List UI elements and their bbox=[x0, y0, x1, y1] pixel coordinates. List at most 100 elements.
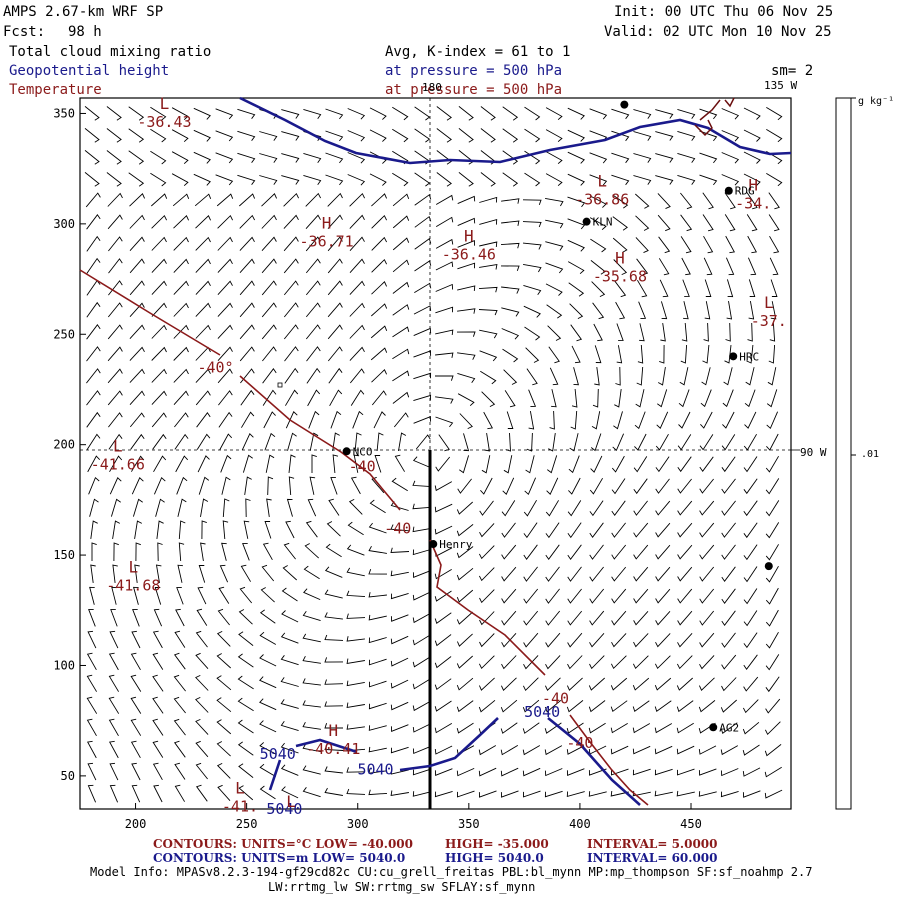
wind-barb bbox=[259, 676, 277, 689]
station-label: RDG bbox=[735, 185, 755, 198]
wind-barb bbox=[522, 199, 542, 206]
wind-barb bbox=[347, 108, 366, 120]
wind-barb bbox=[173, 652, 186, 670]
wind-barb bbox=[765, 631, 779, 649]
wind-barb bbox=[548, 433, 556, 452]
wind-barb bbox=[764, 721, 781, 736]
wind-barb bbox=[636, 258, 649, 276]
wind-barb bbox=[150, 128, 167, 143]
wind-barb bbox=[150, 106, 167, 121]
wind-barb bbox=[346, 767, 366, 773]
wind-barb bbox=[656, 411, 669, 429]
wind-barb bbox=[307, 498, 317, 517]
wind-barb bbox=[654, 790, 673, 797]
wind-barb bbox=[435, 329, 454, 336]
wind-barb bbox=[726, 301, 733, 320]
wind-barb bbox=[721, 434, 736, 451]
wind-barb bbox=[171, 151, 189, 165]
model-info-physics: LW:rrtmg_lw SW:rrtmg_sw SFLAY:sf_mynn bbox=[268, 880, 536, 894]
wind-barb bbox=[435, 216, 454, 227]
wind-barb bbox=[265, 454, 275, 473]
wind-barb bbox=[132, 608, 140, 627]
wind-barb bbox=[152, 630, 163, 649]
wind-barb bbox=[726, 279, 734, 298]
wind-barb bbox=[457, 393, 475, 407]
wind-barb bbox=[567, 500, 582, 517]
wind-barb bbox=[590, 455, 603, 473]
wind-barb bbox=[346, 636, 365, 642]
wind-barb bbox=[216, 653, 232, 669]
wind-barb bbox=[481, 391, 496, 408]
wind-barb bbox=[195, 215, 212, 229]
wind-barb bbox=[547, 325, 562, 341]
wind-barb bbox=[392, 215, 410, 229]
y-tick-label: 300 bbox=[53, 217, 75, 231]
wind-barb bbox=[237, 653, 254, 668]
wind-barb bbox=[611, 455, 625, 473]
wind-barb bbox=[457, 308, 476, 314]
wind-barb bbox=[346, 680, 365, 687]
wind-barb bbox=[155, 564, 162, 583]
wind-barb bbox=[480, 106, 496, 121]
wind-barb bbox=[525, 455, 535, 474]
wind-barb bbox=[393, 412, 409, 428]
wind-barb bbox=[237, 108, 256, 119]
wind-barb bbox=[457, 790, 475, 798]
wind-barb bbox=[700, 411, 713, 429]
wind-barb bbox=[590, 238, 607, 253]
wind-barb bbox=[723, 367, 733, 386]
wind-barb bbox=[305, 192, 322, 207]
wind-barb bbox=[174, 630, 186, 648]
wind-barb bbox=[743, 129, 761, 142]
colorbar-units: g kg⁻¹ bbox=[858, 96, 895, 107]
wind-barb bbox=[545, 129, 563, 143]
wind-barb bbox=[282, 565, 298, 581]
wind-barb bbox=[353, 454, 360, 473]
wind-barb bbox=[615, 366, 621, 386]
wind-barb bbox=[390, 524, 410, 532]
wind-barb bbox=[522, 221, 542, 228]
wind-barb bbox=[413, 372, 432, 380]
wind-barb bbox=[589, 632, 605, 648]
wind-barb bbox=[765, 565, 779, 583]
station-marker bbox=[724, 186, 733, 195]
wind-barb bbox=[501, 566, 517, 582]
wind-barb bbox=[240, 389, 255, 406]
wind-barb bbox=[721, 152, 740, 164]
wind-barb bbox=[217, 608, 230, 626]
wind-barb bbox=[567, 610, 583, 626]
wind-barb bbox=[614, 389, 622, 408]
wind-barb bbox=[346, 658, 365, 665]
wind-barb bbox=[350, 476, 361, 495]
wind-barb bbox=[435, 306, 454, 314]
wind-barb bbox=[589, 108, 608, 120]
wind-barb bbox=[567, 566, 582, 582]
wind-barb bbox=[636, 366, 644, 386]
wind-barb bbox=[305, 520, 318, 538]
wind-barb bbox=[699, 500, 715, 516]
temperature-contour-label: -40 bbox=[566, 734, 593, 752]
wind-barb bbox=[84, 150, 100, 165]
wind-barb bbox=[238, 609, 253, 625]
wind-barb bbox=[178, 542, 185, 562]
wind-barb bbox=[523, 632, 539, 648]
wind-barb bbox=[677, 478, 692, 494]
wind-barb bbox=[259, 175, 278, 185]
wind-barb bbox=[459, 413, 473, 430]
wind-barb bbox=[177, 564, 183, 583]
wind-barb bbox=[283, 302, 299, 318]
wind-barb bbox=[676, 700, 694, 713]
wind-barb bbox=[765, 478, 780, 495]
wind-barb bbox=[369, 499, 386, 514]
x-tick-label: 250 bbox=[236, 817, 258, 831]
wind-barb bbox=[589, 174, 608, 186]
wind-barb bbox=[107, 390, 123, 406]
wind-barb bbox=[567, 239, 585, 252]
wind-barb bbox=[194, 193, 212, 207]
wind-barb bbox=[112, 564, 118, 583]
wind-barb bbox=[129, 302, 145, 318]
wind-barb bbox=[500, 699, 518, 713]
wind-barb bbox=[107, 368, 123, 384]
wind-barb bbox=[658, 258, 670, 276]
wind-barb bbox=[592, 302, 605, 320]
